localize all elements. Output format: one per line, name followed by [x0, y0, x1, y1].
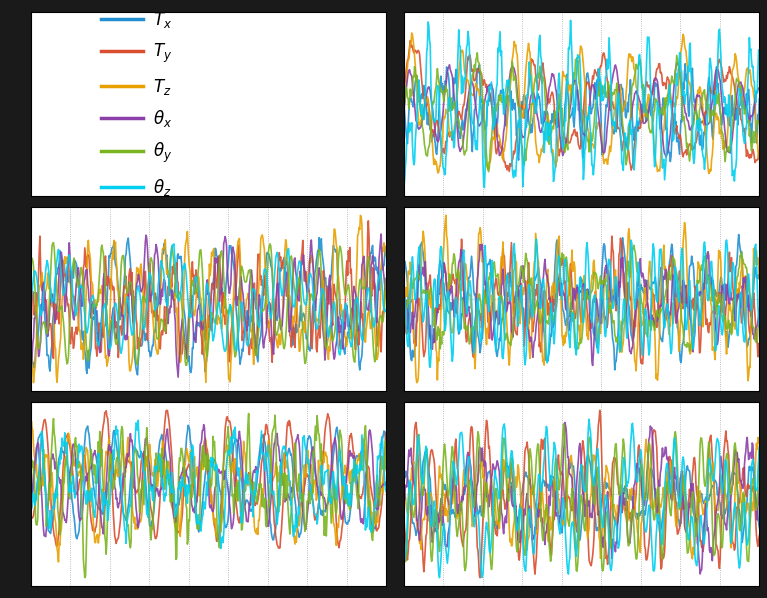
Legend: $T_x$, $T_y$, $T_z$, $\theta_x$, $\theta_y$, $\theta_z$: $T_x$, $T_y$, $T_z$, $\theta_x$, $\theta… [94, 4, 179, 205]
